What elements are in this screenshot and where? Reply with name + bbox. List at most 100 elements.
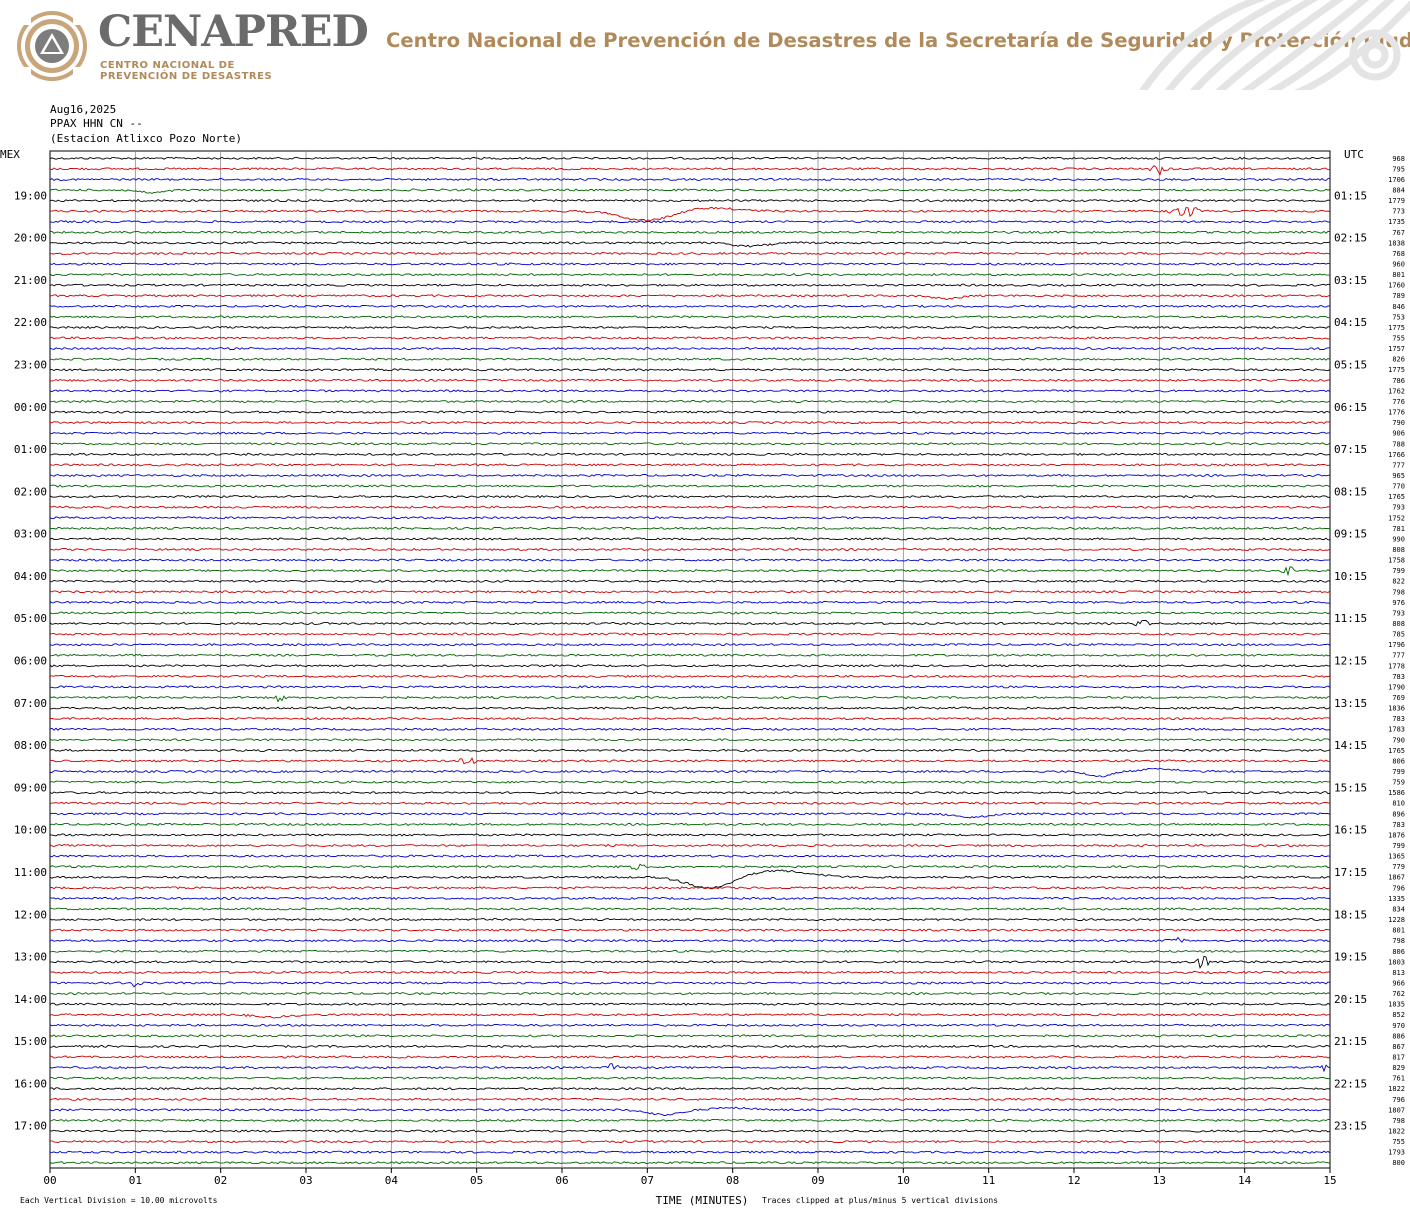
seismic-trace [50,368,1331,372]
seismic-trace [49,452,1330,456]
seismic-trace [49,812,1331,819]
trace-value-label: 768 [1392,250,1405,258]
seismic-trace [49,241,1331,248]
trace-value-label: 884 [1392,187,1405,195]
seismic-trace [49,566,1331,577]
trace-value-label: 1778 [1388,662,1405,670]
trace-value-label: 1876 [1388,831,1405,839]
x-tick-label: 14 [1238,1174,1252,1187]
seismic-trace [49,442,1331,446]
trace-value-label: 1765 [1388,493,1405,501]
cenapred-logo-icon [17,11,87,81]
right-hour-label: 04:15 [1334,316,1367,329]
seismic-trace [49,928,1331,932]
trace-value-label: 976 [1392,599,1405,607]
trace-value-label: 829 [1392,1064,1405,1072]
x-tick-label: 02 [214,1174,227,1187]
seismic-trace [49,738,1331,742]
seismic-trace [49,854,1331,858]
seismic-trace [49,955,1331,969]
trace-value-label: 808 [1392,620,1405,628]
trace-value-label: 1822 [1388,1127,1405,1135]
right-hour-label: 06:15 [1334,401,1367,414]
trace-value-label: 1776 [1388,409,1405,417]
seismic-trace [49,1129,1331,1133]
seismic-trace [49,325,1331,330]
plot-area [49,150,1331,1169]
right-hour-label: 21:15 [1334,1035,1367,1048]
trace-value-label: 1228 [1388,916,1405,924]
trace-value-label: 761 [1392,1075,1405,1083]
seismic-trace [49,1055,1331,1059]
seismic-trace [49,1076,1331,1080]
right-hour-label: 17:15 [1334,866,1367,879]
left-hour-label: 04:00 [14,570,47,583]
seismic-trace [49,410,1331,414]
trace-value-label: 777 [1392,461,1405,469]
seismic-trace [49,936,1331,943]
seismic-trace [49,378,1331,382]
left-hour-label: 15:00 [14,1035,47,1048]
seismic-trace [49,1013,1331,1019]
trace-value-label: 755 [1392,335,1405,343]
trace-value-label: 886 [1392,1032,1405,1040]
trace-value-label: 1766 [1388,451,1405,459]
seismic-trace [49,177,1330,181]
seismic-trace [49,516,1331,520]
seismic-trace [49,526,1331,530]
seismic-trace [49,164,1331,176]
left-hour-label: 20:00 [14,232,47,245]
seismic-trace [49,590,1331,594]
trace-value-label: 1803 [1388,958,1405,966]
seismic-trace [49,1023,1331,1027]
trace-value-label: 1760 [1388,282,1405,290]
left-hour-label: 09:00 [14,781,47,794]
x-tick-label: 12 [1067,1174,1080,1187]
trace-value-label: 799 [1392,842,1405,850]
x-tick-label: 15 [1323,1174,1336,1187]
trace-value-label: 813 [1392,969,1405,977]
seismic-trace [49,1034,1331,1038]
trace-value-label: 776 [1392,398,1405,406]
seismic-trace [49,970,1331,974]
trace-value-label: 769 [1392,694,1405,702]
seismic-trace [49,484,1331,488]
trace-value-label: 1779 [1388,197,1405,205]
seismic-trace [49,791,1331,795]
seismic-trace [49,547,1331,552]
trace-value-label: 767 [1392,229,1405,237]
trace-value-label: 1790 [1388,683,1405,691]
decorative-pattern-icon [1139,0,1410,90]
x-tick-label: 04 [385,1174,399,1187]
left-hour-label: 02:00 [14,485,47,498]
seismic-trace [49,611,1331,615]
seismic-trace [49,748,1331,752]
left-hour-labels: 19:00 20:00 21:00 22:00 23:00 00:00 01:00 02:00… [14,189,47,1132]
x-tick-label: 05 [470,1174,483,1187]
trace-value-label: 793 [1392,504,1405,512]
left-hour-label: 23:00 [14,358,47,371]
left-hour-label: 13:00 [14,951,47,964]
left-hour-label: 12:00 [14,908,47,921]
x-tick-label: 01 [129,1174,142,1187]
seismic-trace [49,1097,1331,1101]
seismic-trace [49,494,1331,499]
trace-value-label: 790 [1392,736,1405,744]
trace-value-label: 1867 [1388,874,1405,882]
seismic-trace [49,294,1331,300]
left-hour-label: 06:00 [14,655,47,668]
trace-value-label: 867 [1392,1043,1405,1051]
right-hour-label: 15:15 [1334,781,1367,794]
right-hour-label: 18:15 [1334,908,1367,921]
seismic-trace [49,262,1331,266]
seismic-trace [49,431,1331,435]
trace-value-label: 846 [1392,303,1405,311]
trace-value-label: 808 [1392,546,1405,554]
left-hour-label: 17:00 [14,1120,47,1133]
seismic-trace [49,1063,1331,1073]
trace-value-label: 801 [1392,927,1405,935]
trace-value-label: 762 [1392,990,1405,998]
right-timezone-label: UTC [1344,148,1364,161]
seismic-trace [49,717,1331,721]
trace-value-label: 834 [1392,905,1405,913]
